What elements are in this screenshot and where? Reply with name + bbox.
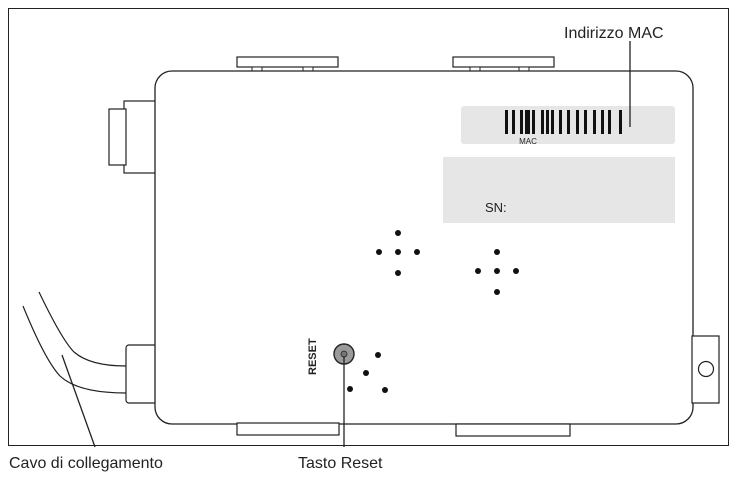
barcode-bar [520,110,523,134]
bottom-clip-left [236,422,340,436]
reset-button-callout: Tasto Reset [298,455,383,472]
barcode-bar [584,110,587,134]
vent-hole [414,249,420,255]
vent-hole [375,352,381,358]
barcode-bar [559,110,562,134]
barcode-bar [576,110,579,134]
vent-hole [376,249,382,255]
serial-number-label: SN: [485,200,507,215]
connection-cable [22,291,158,404]
serial-label-panel [443,157,675,223]
vent-hole [494,268,500,274]
vent-hole [382,387,388,393]
barcode-bar [532,110,535,134]
mounting-tab [691,335,720,404]
barcode-bar [593,110,596,134]
barcode-bar [541,110,544,134]
reset-button-label: RESET [307,338,319,375]
barcode-bar [525,110,530,134]
mac-address-callout: Indirizzo MAC [564,25,664,42]
barcode-bar [551,110,554,134]
left-connector [108,100,158,174]
vent-holes [347,230,519,393]
top-clip-right [452,56,555,73]
bottom-clip-right [455,423,571,437]
barcode-bar [512,110,515,134]
vent-hole [395,249,401,255]
top-clip-left [236,56,339,73]
diagram-frame [8,8,729,446]
vent-hole [363,370,369,376]
barcode-bar [567,110,570,134]
vent-hole [475,268,481,274]
vent-hole [494,289,500,295]
barcode-bar [505,110,508,134]
vent-hole [347,386,353,392]
barcode-bar [608,110,611,134]
barcode-bar [601,110,604,134]
vent-hole [395,230,401,236]
mac-small-label: MAC [519,137,537,146]
vent-hole [513,268,519,274]
barcode-bar [546,110,549,134]
cable-callout-line [61,354,96,448]
vent-hole [395,270,401,276]
mac-barcode [505,110,622,134]
barcode-bar [619,110,622,134]
reset-button [333,343,355,365]
vent-hole [494,249,500,255]
cable-callout: Cavo di collegamento [9,455,163,472]
